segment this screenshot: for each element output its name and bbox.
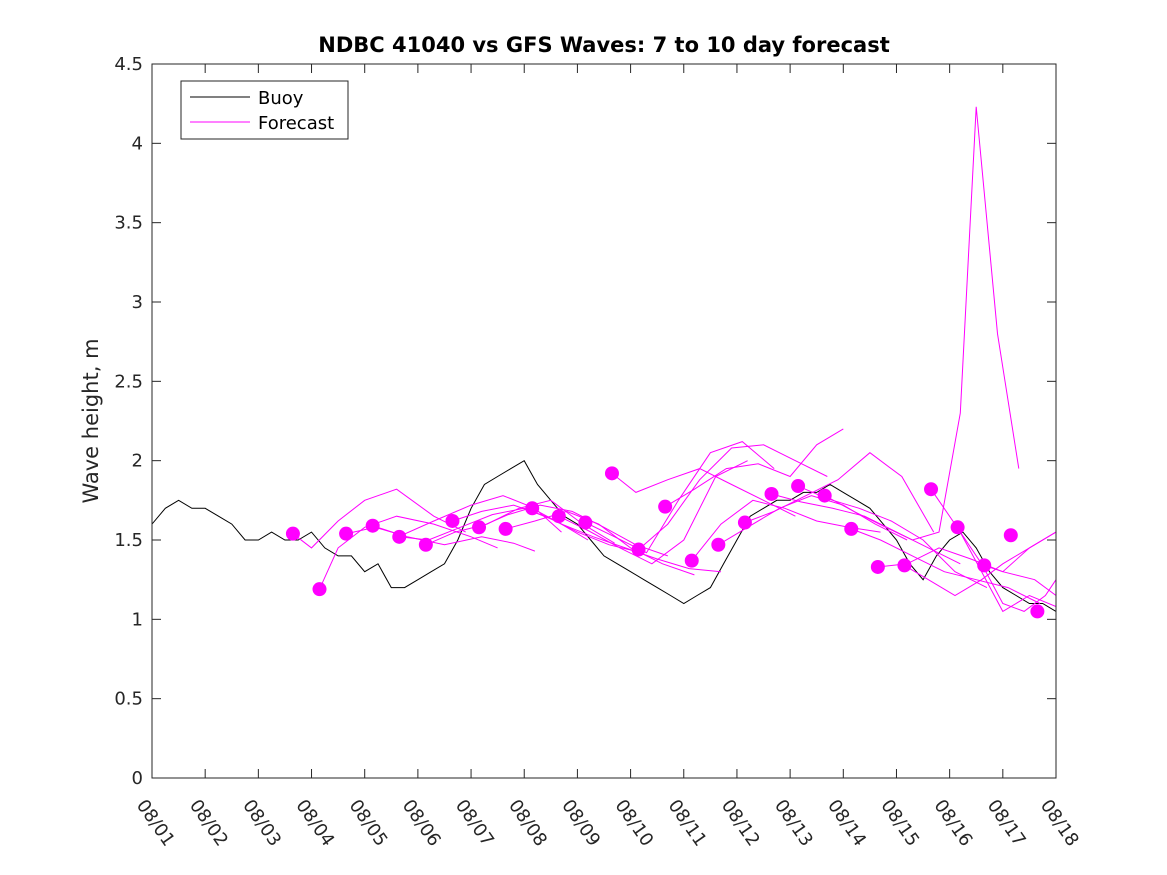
x-tick-label: 08/03 (238, 796, 285, 851)
forecast-line-7 (452, 504, 642, 554)
buoy-line (152, 460, 1056, 612)
y-tick-label: 4.5 (114, 54, 143, 75)
forecast-line-13 (611, 468, 796, 517)
forecast-marker (312, 582, 327, 597)
x-tick-label: 08/13 (770, 796, 817, 851)
y-tick-label: 2 (132, 451, 143, 472)
x-tick-label: 08/18 (1036, 796, 1083, 851)
x-tick-label: 08/06 (398, 796, 445, 851)
y-axis-label: Wave height, m (79, 338, 103, 503)
x-tick-label: 08/05 (345, 796, 392, 851)
chart-title: NDBC 41040 vs GFS Waves: 7 to 10 day for… (318, 33, 889, 57)
legend: Buoy Forecast (180, 80, 349, 140)
legend-box (180, 80, 349, 140)
forecast-marker (711, 537, 726, 552)
forecast-marker (445, 513, 460, 528)
x-tick-label: 08/10 (610, 796, 657, 851)
forecast-line-26 (957, 527, 1056, 613)
forecast-line-9 (505, 510, 695, 576)
forecast-marker (870, 559, 885, 574)
forecast-line-22 (851, 528, 1041, 604)
forecast-marker (977, 558, 992, 573)
forecast-marker (1003, 528, 1018, 543)
legend-forecast-label: Forecast (258, 113, 334, 134)
forecast-marker (392, 529, 407, 544)
x-tick-label: 08/12 (717, 796, 764, 851)
forecast-marker (791, 479, 806, 494)
y-tick-label: 2.5 (114, 371, 143, 392)
forecast-line-12 (585, 441, 775, 554)
x-tick-label: 08/04 (291, 796, 338, 851)
x-tick-label: 08/08 (504, 796, 551, 851)
x-tick-label: 08/07 (451, 796, 498, 851)
forecast-marker (897, 558, 912, 573)
forecast-marker (817, 488, 832, 503)
forecast-marker (365, 518, 380, 533)
forecast-marker (924, 482, 939, 497)
forecast-marker (578, 515, 593, 530)
forecast-marker (737, 515, 752, 530)
forecast-marker (684, 553, 699, 568)
forecast-marker (418, 537, 433, 552)
y-tick-label: 3.5 (114, 213, 143, 234)
forecast-marker (551, 509, 566, 524)
y-tick-label: 3 (132, 292, 143, 313)
forecast-line-1 (292, 488, 466, 549)
x-tick-label: 08/16 (930, 796, 977, 851)
forecast-line-10 (531, 507, 722, 573)
forecast-line-18 (744, 452, 935, 533)
x-tick-label: 08/01 (132, 796, 179, 851)
y-tick-label: 0.5 (114, 689, 143, 710)
forecast-marker (1030, 604, 1045, 619)
legend-buoy-label: Buoy (258, 88, 304, 109)
forecast-line-2 (319, 515, 498, 590)
plot-area: 0 0.5 1 1.5 2 2.5 3 3.5 4 4.5 08/01 08/02 08/03 08/04… (114, 54, 1083, 850)
forecast-line-27 (984, 531, 1056, 573)
forecast-line-21 (824, 106, 1020, 541)
forecast-marker (658, 499, 673, 514)
forecast-line-15 (664, 428, 844, 508)
forecast-line-14 (638, 444, 828, 550)
plot-background (152, 64, 1056, 778)
x-tick-label: 08/14 (823, 796, 870, 851)
x-tick-label: 08/02 (185, 796, 232, 851)
y-tick-label: 1 (132, 609, 143, 630)
forecast-marker (844, 521, 859, 536)
x-tick-label: 08/09 (557, 796, 604, 851)
forecast-marker (631, 542, 646, 557)
forecast-marker (285, 526, 300, 541)
y-tick-label: 1.5 (114, 530, 143, 551)
x-tick-label: 08/17 (983, 796, 1030, 851)
forecast-marker (339, 526, 354, 541)
forecast-marker (472, 520, 487, 535)
forecast-marker (950, 520, 965, 535)
forecast-marker (604, 466, 619, 481)
x-tick-label: 08/11 (664, 796, 711, 851)
forecast-marker (525, 501, 540, 516)
y-tick-label: 0 (132, 768, 143, 789)
forecast-marker (764, 486, 779, 501)
axes-box (151, 63, 1057, 779)
forecast-marker (498, 521, 513, 536)
y-tick-label: 4 (132, 133, 143, 154)
x-tick-label: 08/15 (876, 796, 923, 851)
